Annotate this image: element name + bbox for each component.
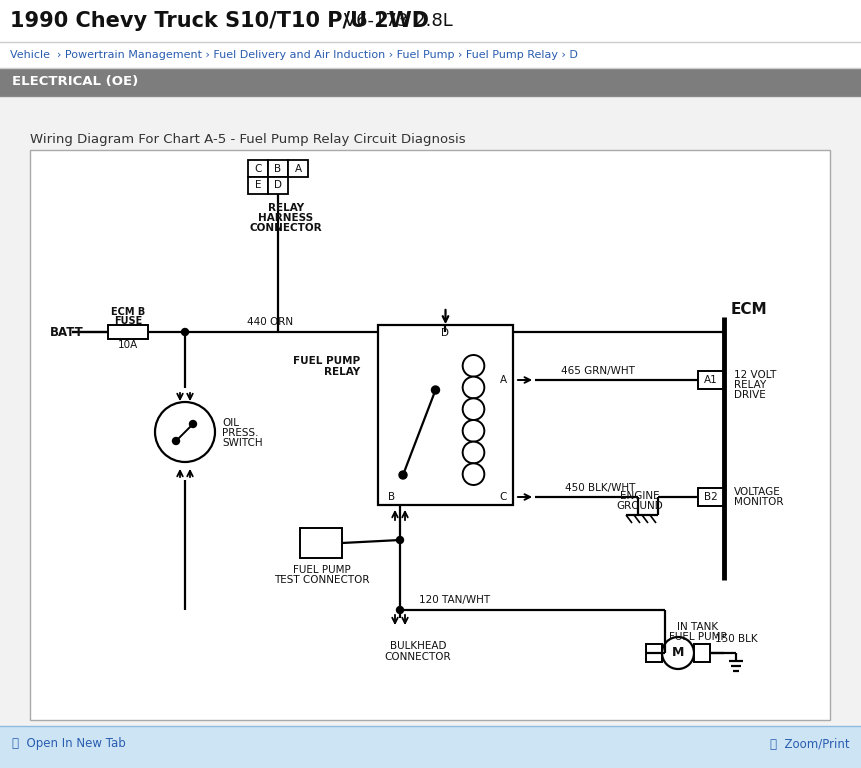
Text: ⧉  Open In New Tab: ⧉ Open In New Tab bbox=[12, 737, 126, 750]
Circle shape bbox=[462, 355, 484, 376]
Text: 120 TAN/WHT: 120 TAN/WHT bbox=[419, 595, 490, 605]
Bar bbox=[0, 0, 861, 42]
Text: TEST CONNECTOR: TEST CONNECTOR bbox=[274, 575, 369, 585]
Circle shape bbox=[462, 442, 484, 463]
Text: PRESS.: PRESS. bbox=[222, 428, 258, 438]
Text: BULKHEAD: BULKHEAD bbox=[389, 641, 446, 651]
Bar bbox=[0, 68, 861, 96]
Circle shape bbox=[462, 420, 484, 442]
Bar bbox=[248, 160, 268, 177]
Text: FUEL PUMP: FUEL PUMP bbox=[293, 565, 350, 575]
Text: ECM: ECM bbox=[730, 303, 766, 317]
Circle shape bbox=[172, 438, 179, 445]
Bar bbox=[288, 160, 307, 177]
Text: M: M bbox=[671, 647, 684, 660]
Text: B: B bbox=[274, 164, 282, 174]
Text: B: B bbox=[388, 492, 395, 502]
Bar bbox=[0, 726, 861, 768]
Circle shape bbox=[462, 399, 484, 420]
Bar bbox=[693, 644, 709, 662]
Text: V6-173 2.8L: V6-173 2.8L bbox=[338, 12, 452, 30]
Bar bbox=[300, 528, 342, 558]
Circle shape bbox=[661, 637, 693, 669]
Text: ENGINE: ENGINE bbox=[619, 491, 659, 501]
Text: VOLTAGE: VOLTAGE bbox=[734, 487, 780, 497]
Text: CONNECTOR: CONNECTOR bbox=[384, 652, 451, 662]
Circle shape bbox=[182, 329, 189, 336]
Text: D: D bbox=[274, 180, 282, 190]
Text: ECM B: ECM B bbox=[111, 307, 145, 317]
Text: RELAY: RELAY bbox=[268, 203, 304, 213]
Text: 150 BLK: 150 BLK bbox=[714, 634, 757, 644]
Text: A: A bbox=[294, 164, 301, 174]
Bar bbox=[268, 160, 288, 177]
Text: D: D bbox=[441, 328, 449, 338]
Bar bbox=[108, 325, 148, 339]
Text: C: C bbox=[499, 492, 506, 502]
Bar bbox=[268, 177, 288, 194]
Text: FUSE: FUSE bbox=[114, 316, 142, 326]
Bar bbox=[645, 644, 661, 662]
Text: ELECTRICAL (OE): ELECTRICAL (OE) bbox=[12, 75, 138, 88]
Text: 10A: 10A bbox=[118, 340, 138, 350]
Text: OIL: OIL bbox=[222, 418, 238, 428]
Circle shape bbox=[462, 376, 484, 399]
Bar bbox=[0, 42, 861, 68]
Bar bbox=[248, 177, 268, 194]
Bar bbox=[697, 488, 723, 506]
Text: 465 GRN/WHT: 465 GRN/WHT bbox=[561, 366, 635, 376]
Text: FUEL PUMP: FUEL PUMP bbox=[293, 356, 360, 366]
Circle shape bbox=[462, 463, 484, 485]
Text: A1: A1 bbox=[703, 375, 717, 385]
Text: 12 VOLT: 12 VOLT bbox=[734, 370, 776, 380]
Text: CONNECTOR: CONNECTOR bbox=[250, 223, 322, 233]
Bar bbox=[378, 325, 512, 505]
Bar bbox=[30, 150, 829, 720]
Circle shape bbox=[189, 421, 196, 428]
Bar bbox=[697, 371, 723, 389]
Text: C: C bbox=[254, 164, 262, 174]
Text: Vehicle  › Powertrain Management › Fuel Delivery and Air Induction › Fuel Pump ›: Vehicle › Powertrain Management › Fuel D… bbox=[10, 50, 577, 60]
Circle shape bbox=[431, 386, 439, 394]
Text: A: A bbox=[499, 375, 506, 385]
Circle shape bbox=[399, 471, 406, 479]
Text: 🔍  Zoom/Print: 🔍 Zoom/Print bbox=[770, 737, 849, 750]
Text: RELAY: RELAY bbox=[734, 380, 765, 390]
Text: E: E bbox=[255, 180, 261, 190]
Text: SWITCH: SWITCH bbox=[222, 438, 263, 448]
Text: DRIVE: DRIVE bbox=[734, 390, 765, 400]
Text: RELAY: RELAY bbox=[324, 367, 360, 377]
Text: 440 ORN: 440 ORN bbox=[246, 317, 293, 327]
Circle shape bbox=[155, 402, 214, 462]
Text: GROUND: GROUND bbox=[616, 501, 663, 511]
Text: 1990 Chevy Truck S10/T10 P/U 2WD: 1990 Chevy Truck S10/T10 P/U 2WD bbox=[10, 11, 429, 31]
Text: FUEL PUMP: FUEL PUMP bbox=[668, 632, 726, 642]
Text: 450 BLK/WHT: 450 BLK/WHT bbox=[564, 483, 635, 493]
Circle shape bbox=[396, 537, 403, 544]
Text: HARNESS: HARNESS bbox=[258, 213, 313, 223]
Text: IN TANK: IN TANK bbox=[677, 622, 718, 632]
Text: BATT: BATT bbox=[50, 326, 84, 339]
Text: B2: B2 bbox=[703, 492, 717, 502]
Text: Wiring Diagram For Chart A-5 - Fuel Pump Relay Circuit Diagnosis: Wiring Diagram For Chart A-5 - Fuel Pump… bbox=[30, 134, 465, 147]
Circle shape bbox=[396, 607, 403, 614]
Text: MONITOR: MONITOR bbox=[734, 497, 783, 507]
